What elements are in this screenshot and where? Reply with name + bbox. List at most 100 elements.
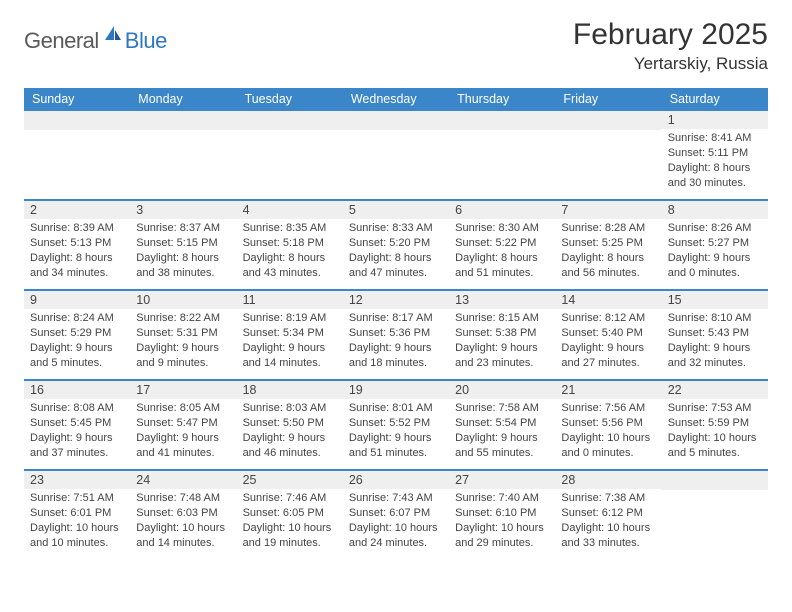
- sunrise-line: Sunrise: 8:19 AM: [243, 311, 337, 326]
- week-row: 1Sunrise: 8:41 AMSunset: 5:11 PMDaylight…: [24, 111, 768, 199]
- daylight-line: Daylight: 9 hours and 41 minutes.: [136, 431, 230, 461]
- calendar-page: General Blue February 2025 Yertarskiy, R…: [0, 0, 792, 559]
- daylight-line: Daylight: 8 hours and 30 minutes.: [668, 161, 762, 191]
- empty-cell: [662, 471, 768, 559]
- day-number-strip: 18: [237, 381, 343, 399]
- day-number: 19: [349, 383, 443, 397]
- empty-strip: [343, 111, 449, 130]
- day-cell: 18Sunrise: 8:03 AMSunset: 5:50 PMDayligh…: [237, 381, 343, 469]
- day-number: 18: [243, 383, 337, 397]
- weekday-header: Tuesday: [237, 88, 343, 111]
- logo-sail-icon: [103, 24, 123, 47]
- day-cell: 28Sunrise: 7:38 AMSunset: 6:12 PMDayligh…: [555, 471, 661, 559]
- logo-text-general: General: [24, 28, 99, 54]
- day-info: Sunrise: 8:12 AMSunset: 5:40 PMDaylight:…: [561, 311, 655, 370]
- sunset-line: Sunset: 5:15 PM: [136, 236, 230, 251]
- day-cell: 13Sunrise: 8:15 AMSunset: 5:38 PMDayligh…: [449, 291, 555, 379]
- sunset-line: Sunset: 5:36 PM: [349, 326, 443, 341]
- day-number: 16: [30, 383, 124, 397]
- day-number-strip: 23: [24, 471, 130, 489]
- day-info: Sunrise: 7:46 AMSunset: 6:05 PMDaylight:…: [243, 491, 337, 550]
- sunset-line: Sunset: 6:10 PM: [455, 506, 549, 521]
- sunrise-line: Sunrise: 7:51 AM: [30, 491, 124, 506]
- day-info: Sunrise: 8:22 AMSunset: 5:31 PMDaylight:…: [136, 311, 230, 370]
- day-cell: 24 Sunrise: 7:48 AMSunset: 6:03 PMDayligh…: [130, 471, 236, 559]
- daylight-line: Daylight: 9 hours and 27 minutes.: [561, 341, 655, 371]
- day-number-strip: 28: [555, 471, 661, 489]
- day-info: Sunrise: 8:08 AMSunset: 5:45 PMDaylight:…: [30, 401, 124, 460]
- day-number-strip: 24: [130, 471, 236, 489]
- empty-strip: [662, 471, 768, 490]
- week-row: 23Sunrise: 7:51 AMSunset: 6:01 PMDayligh…: [24, 469, 768, 559]
- daylight-line: Daylight: 8 hours and 56 minutes.: [561, 251, 655, 281]
- daylight-line: Daylight: 9 hours and 46 minutes.: [243, 431, 337, 461]
- daylight-line: Daylight: 10 hours and 14 minutes.: [136, 521, 230, 551]
- sunset-line: Sunset: 5:38 PM: [455, 326, 549, 341]
- sunrise-line: Sunrise: 7:43 AM: [349, 491, 443, 506]
- sunset-line: Sunset: 5:59 PM: [668, 416, 762, 431]
- month-title: February 2025: [573, 18, 768, 52]
- sunrise-line: Sunrise: 8:35 AM: [243, 221, 337, 236]
- sunset-line: Sunset: 5:40 PM: [561, 326, 655, 341]
- day-number-strip: 27: [449, 471, 555, 489]
- sunset-line: Sunset: 5:13 PM: [30, 236, 124, 251]
- sunset-line: Sunset: 6:12 PM: [561, 506, 655, 521]
- day-cell: 11Sunrise: 8:19 AMSunset: 5:34 PMDayligh…: [237, 291, 343, 379]
- day-info: Sunrise: 8:17 AMSunset: 5:36 PMDaylight:…: [349, 311, 443, 370]
- daylight-line: Daylight: 9 hours and 0 minutes.: [668, 251, 762, 281]
- day-number: 25: [243, 473, 337, 487]
- header: General Blue February 2025 Yertarskiy, R…: [24, 18, 768, 74]
- day-number: 13: [455, 293, 549, 307]
- sunset-line: Sunset: 6:03 PM: [136, 506, 230, 521]
- calendar: SundayMondayTuesdayWednesdayThursdayFrid…: [24, 88, 768, 559]
- weekday-header: Wednesday: [343, 88, 449, 111]
- day-number: 2: [30, 203, 124, 217]
- day-info: Sunrise: 8:26 AMSunset: 5:27 PMDaylight:…: [668, 221, 762, 280]
- day-number: 12: [349, 293, 443, 307]
- sunrise-line: Sunrise: 8:24 AM: [30, 311, 124, 326]
- sunrise-line: Sunrise: 8:37 AM: [136, 221, 230, 236]
- empty-cell: [555, 111, 661, 199]
- sunrise-line: Sunrise: 7:56 AM: [561, 401, 655, 416]
- sunrise-line: Sunrise: 8:05 AM: [136, 401, 230, 416]
- day-number-strip: 15: [662, 291, 768, 309]
- day-number-strip: 19: [343, 381, 449, 399]
- empty-cell: [237, 111, 343, 199]
- empty-cell: [24, 111, 130, 199]
- day-number-strip: 20: [449, 381, 555, 399]
- day-number-strip: 12: [343, 291, 449, 309]
- daylight-line: Daylight: 9 hours and 37 minutes.: [30, 431, 124, 461]
- week-row: 9Sunrise: 8:24 AMSunset: 5:29 PMDaylight…: [24, 289, 768, 379]
- day-cell: 3Sunrise: 8:37 AMSunset: 5:15 PMDaylight…: [130, 201, 236, 289]
- sunrise-line: Sunrise: 8:12 AM: [561, 311, 655, 326]
- day-cell: 9Sunrise: 8:24 AMSunset: 5:29 PMDaylight…: [24, 291, 130, 379]
- daylight-line: Daylight: 9 hours and 9 minutes.: [136, 341, 230, 371]
- sunrise-line: Sunrise: 8:22 AM: [136, 311, 230, 326]
- sunrise-line: Sunrise: 8:01 AM: [349, 401, 443, 416]
- empty-strip: [237, 111, 343, 130]
- sunset-line: Sunset: 5:45 PM: [30, 416, 124, 431]
- daylight-line: Daylight: 9 hours and 5 minutes.: [30, 341, 124, 371]
- sunrise-line: Sunrise: 8:15 AM: [455, 311, 549, 326]
- day-number: 23: [30, 473, 124, 487]
- day-cell: 25 Sunrise: 7:46 AMSunset: 6:05 PMDayligh…: [237, 471, 343, 559]
- location: Yertarskiy, Russia: [573, 54, 768, 74]
- title-block: February 2025 Yertarskiy, Russia: [573, 18, 768, 74]
- sunset-line: Sunset: 5:50 PM: [243, 416, 337, 431]
- empty-strip: [24, 111, 130, 130]
- sunset-line: Sunset: 5:20 PM: [349, 236, 443, 251]
- day-cell: 10Sunrise: 8:22 AMSunset: 5:31 PMDayligh…: [130, 291, 236, 379]
- day-number-strip: 13: [449, 291, 555, 309]
- day-info: Sunrise: 8:01 AMSunset: 5:52 PMDaylight:…: [349, 401, 443, 460]
- daylight-line: Daylight: 8 hours and 34 minutes.: [30, 251, 124, 281]
- day-number: 6: [455, 203, 549, 217]
- day-number-strip: 22: [662, 381, 768, 399]
- sunrise-line: Sunrise: 7:48 AM: [136, 491, 230, 506]
- day-number: 3: [136, 203, 230, 217]
- day-cell: 2Sunrise: 8:39 AMSunset: 5:13 PMDaylight…: [24, 201, 130, 289]
- daylight-line: Daylight: 9 hours and 32 minutes.: [668, 341, 762, 371]
- empty-cell: [343, 111, 449, 199]
- weekday-header-row: SundayMondayTuesdayWednesdayThursdayFrid…: [24, 88, 768, 111]
- day-cell: 16 Sunrise: 8:08 AMSunset: 5:45 PMDayligh…: [24, 381, 130, 469]
- sunset-line: Sunset: 5:18 PM: [243, 236, 337, 251]
